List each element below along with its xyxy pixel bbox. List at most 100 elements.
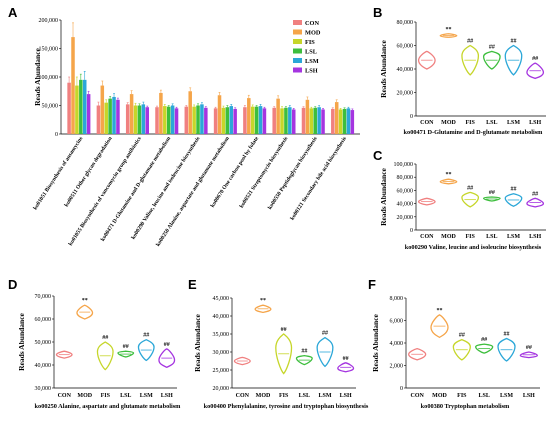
violin-lsh: [337, 362, 355, 373]
bar-con-6: [243, 107, 247, 134]
bar-lsl-1: [108, 98, 112, 134]
category-label-lsl: LSL: [478, 393, 489, 399]
y-tick-label: 100,000: [39, 75, 59, 81]
violin-panel-b: 0 20,000 40,000 60,000 80,000 Reads Abundance…: [379, 20, 546, 136]
violin-lsm: [504, 193, 523, 207]
significance-marker: ##: [481, 337, 487, 343]
category-label-lsh: LSH: [161, 393, 173, 399]
category-label-mod: MOD: [432, 393, 447, 399]
bar-lsh-2: [145, 107, 149, 134]
panel-letter-e: E: [188, 277, 197, 292]
category-label-fis: FIS: [465, 120, 475, 126]
violin-panel-e: 20,000 25,000 30,000 35,000 40,000 45,000 Read…: [193, 296, 369, 410]
violin-con: [417, 197, 436, 206]
y-tick-label: 30,000: [35, 386, 52, 392]
violin-con: [417, 50, 436, 70]
y-tick-label: 20,000: [397, 215, 414, 221]
significance-marker: ##: [164, 342, 170, 348]
category-label-1: ko00511 Other glycan degradation: [64, 135, 114, 208]
violin-fis: [461, 44, 480, 76]
category-label-fis: FIS: [465, 234, 475, 240]
violin-mod: [430, 314, 449, 339]
y-tick-label: 6,000: [390, 319, 404, 325]
violin-lsl: [117, 350, 135, 358]
violin-mod: [439, 178, 458, 185]
bar-mod-4: [188, 91, 192, 134]
bar-con-2: [125, 104, 130, 134]
bar-lsm-3: [170, 105, 175, 134]
bar-fis-9: [338, 109, 343, 134]
significance-marker: ##: [281, 327, 287, 333]
y-tick-label: 2,000: [390, 364, 404, 370]
significance-marker: **: [446, 27, 452, 33]
bar-lsh-9: [350, 110, 355, 134]
bar-con-8: [301, 107, 306, 134]
category-label-fis: FIS: [101, 393, 111, 399]
y-tick-label: 0: [400, 386, 403, 392]
y-axis-label: Reads Abundance: [371, 313, 380, 371]
significance-marker: **: [260, 298, 266, 304]
violin-lsh: [526, 197, 545, 208]
category-label-con: CON: [236, 393, 250, 399]
significance-marker: ##: [489, 44, 495, 50]
category-label-lsm: LSM: [318, 393, 331, 399]
bar-lsh-7: [291, 109, 296, 134]
panel-letter-b: B: [373, 5, 382, 20]
violin-mod: [76, 304, 94, 320]
significance-marker: ##: [511, 39, 517, 45]
category-label-lsh: LSH: [529, 234, 541, 240]
significance-marker: ##: [459, 333, 465, 339]
y-tick-label: 50,000: [35, 340, 52, 346]
significance-marker: ##: [322, 331, 328, 337]
bar-lsh-1: [116, 99, 120, 134]
violin-lsl: [482, 50, 501, 70]
violin-lsl: [475, 343, 494, 354]
violin-panel-c: 0 20,000 40,000 60,000 80,000 100,000 Reads Ab…: [379, 162, 546, 251]
y-axis-label: Reads Abundance: [379, 39, 388, 97]
violin-mod: [254, 304, 272, 314]
legend-label-mod: MOD: [305, 30, 321, 37]
y-tick-label: 60,000: [397, 188, 414, 194]
category-label-lsh: LSH: [523, 393, 535, 399]
category-label-mod: MOD: [256, 393, 271, 399]
bar-fis-1: [104, 102, 108, 134]
category-label-lsm: LSM: [500, 393, 513, 399]
bar-fis-7: [280, 108, 284, 134]
legend-swatch-con: [293, 20, 302, 25]
bar-lsl-5: [225, 107, 230, 134]
legend-label-fis: FIS: [305, 39, 315, 46]
category-label-lsm: LSM: [507, 120, 520, 126]
violin-fis: [461, 191, 480, 208]
bar-lsm-7: [288, 107, 292, 134]
y-tick-label: 50,000: [42, 104, 59, 110]
significance-marker: ##: [504, 332, 510, 338]
y-axis-label: Reads Abundance: [379, 167, 388, 225]
bar-lsm-0: [82, 79, 87, 134]
significance-marker: ##: [343, 356, 349, 362]
bar-lsm-2: [141, 104, 146, 134]
category-label-lsm: LSM: [507, 234, 520, 240]
bar-lsh-4: [204, 107, 208, 134]
category-label-con: CON: [410, 393, 424, 399]
bar-mod-7: [276, 98, 280, 134]
y-tick-label: 25,000: [213, 368, 230, 374]
significance-marker: ##: [526, 345, 532, 351]
y-tick-label: 0: [410, 114, 413, 120]
violin-lsm: [504, 44, 523, 76]
legend-label-lsm: LSM: [305, 58, 319, 65]
violin-lsl: [295, 354, 313, 366]
bar-fis-5: [221, 107, 226, 134]
bar-lsl-6: [254, 106, 259, 134]
bar-fis-0: [75, 85, 79, 134]
category-label-6: ko00670 One carbon pool by folate: [210, 135, 261, 208]
y-tick-label: 45,000: [213, 296, 230, 302]
y-tick-label: 35,000: [213, 332, 230, 338]
x-axis-caption: ko00250 Alanine, aspartate and glutamate…: [35, 403, 182, 410]
y-tick-label: 60,000: [35, 317, 52, 323]
violin-fis: [452, 338, 471, 361]
bar-lsm-4: [200, 104, 204, 134]
violin-lsh: [526, 62, 545, 80]
significance-marker: ##: [467, 39, 473, 45]
bar-lsl-8: [313, 107, 317, 134]
